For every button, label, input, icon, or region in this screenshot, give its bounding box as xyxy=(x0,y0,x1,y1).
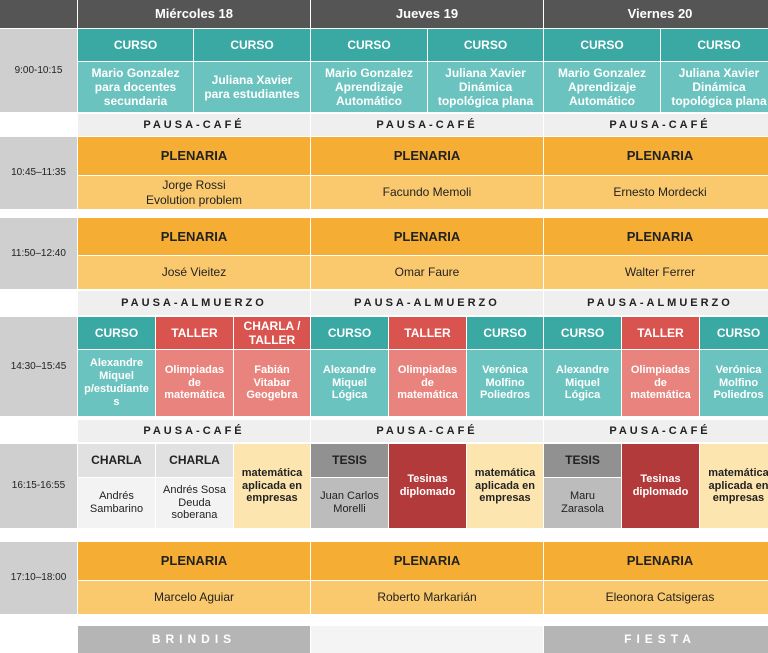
pause-cafe: PAUSA-CAFÉ xyxy=(311,420,543,442)
day-header-wednesday: Miércoles 18 xyxy=(78,0,310,28)
pause-cafe: PAUSA-CAFÉ xyxy=(544,114,768,136)
session-tag: CHARLA xyxy=(78,444,155,477)
session-tag: CURSO xyxy=(311,317,388,349)
session-tag: TALLER xyxy=(389,317,466,349)
plenaria-tag: PLENARIA xyxy=(311,218,543,255)
pause-almuerzo: PAUSA-ALMUERZO xyxy=(311,291,543,315)
session-tag: TALLER xyxy=(156,317,233,349)
plenaria-tag: PLENARIA xyxy=(544,542,768,580)
session-tag: CURSO xyxy=(467,317,543,349)
session-tag: CHARLA xyxy=(156,444,233,477)
session-tag: TESIS xyxy=(544,444,621,477)
session-tag: CURSO xyxy=(700,317,768,349)
session-detail: Alexandre Miquel Lógica xyxy=(544,350,621,416)
time-slot-5: 16:15-16:55 xyxy=(0,444,77,528)
session-detail: Mario Gonzalez Aprendizaje Automático xyxy=(544,62,660,112)
pause-almuerzo: PAUSA-ALMUERZO xyxy=(78,291,310,315)
day-header-friday: Viernes 20 xyxy=(544,0,768,28)
plenaria-tag: PLENARIA xyxy=(78,137,310,175)
session-tag: CURSO xyxy=(428,29,543,61)
plenaria-speaker: José Vieitez xyxy=(78,256,310,289)
plenaria-speaker: Omar Faure xyxy=(311,256,543,289)
session-tag: CURSO xyxy=(78,29,193,61)
session-tag: CURSO xyxy=(78,317,155,349)
plenaria-speaker: Roberto Markarián xyxy=(311,581,543,614)
session-detail: Mario Gonzalez Aprendizaje Automático xyxy=(311,62,427,112)
session-detail: Olimpiadas de matemática xyxy=(622,350,699,416)
plenaria-tag: PLENARIA xyxy=(544,218,768,255)
session-merged: matemática aplicada en empresas xyxy=(467,444,543,528)
time-slot-6: 17:10–18:00 xyxy=(0,542,77,614)
closing-fiesta: FIESTA xyxy=(544,626,768,653)
plenaria-tag: PLENARIA xyxy=(78,218,310,255)
session-detail: Maru Zarasola xyxy=(544,478,621,528)
pause-cafe: PAUSA-CAFÉ xyxy=(311,114,543,136)
session-detail: Andrés Sambarino xyxy=(78,478,155,528)
session-tag: TESIS xyxy=(311,444,388,477)
session-detail: Mario Gonzalez para docentes secundaria xyxy=(78,62,193,112)
session-tag: CURSO xyxy=(544,29,660,61)
session-detail: Verónica Molfino Poliedros xyxy=(467,350,543,416)
session-tag: CURSO xyxy=(311,29,427,61)
plenaria-speaker: Ernesto Mordecki xyxy=(544,176,768,209)
plenaria-speaker: Walter Ferrer xyxy=(544,256,768,289)
plenaria-tag: PLENARIA xyxy=(78,542,310,580)
session-tag: CURSO xyxy=(194,29,310,61)
session-tag: CURSO xyxy=(544,317,621,349)
session-merged: Tesinas diplomado xyxy=(622,444,699,528)
plenaria-speaker: Eleonora Catsigeras xyxy=(544,581,768,614)
session-tag: TALLER xyxy=(622,317,699,349)
session-tag: CHARLA / TALLER xyxy=(234,317,310,349)
pause-cafe: PAUSA-CAFÉ xyxy=(78,420,310,442)
corner-header xyxy=(0,0,77,28)
session-detail: Verónica Molfino Poliedros xyxy=(700,350,768,416)
session-merged: matemática aplicada en empresas xyxy=(234,444,310,528)
plenaria-tag: PLENARIA xyxy=(311,542,543,580)
time-slot-3: 11:50–12:40 xyxy=(0,218,77,289)
session-detail: Alexandre Miquel Lógica xyxy=(311,350,388,416)
session-detail: Olimpiadas de matemática xyxy=(156,350,233,416)
pause-cafe: PAUSA-CAFÉ xyxy=(544,420,768,442)
plenaria-tag: PLENARIA xyxy=(311,137,543,175)
session-tag: CURSO xyxy=(661,29,768,61)
time-slot-2: 10:45–11:35 xyxy=(0,137,77,209)
session-detail: Juan Carlos Morelli xyxy=(311,478,388,528)
pause-cafe: PAUSA-CAFÉ xyxy=(78,114,310,136)
session-merged: matemática aplicada en empresas xyxy=(700,444,768,528)
plenaria-speaker: Facundo Memoli xyxy=(311,176,543,209)
session-detail: Juliana Xavier Dinámica topológica plana xyxy=(661,62,768,112)
closing-brindis: BRINDIS xyxy=(78,626,310,653)
plenaria-tag: PLENARIA xyxy=(544,137,768,175)
session-detail: Fabián Vitabar Geogebra xyxy=(234,350,310,416)
session-detail: Juliana Xavier para estudiantes xyxy=(194,62,310,112)
session-detail: Alexandre Miquel p/estudiante s xyxy=(78,350,155,416)
session-merged: Tesinas diplomado xyxy=(389,444,466,528)
plenaria-speaker: Marcelo Aguiar xyxy=(78,581,310,614)
plenaria-speaker: Jorge Rossi Evolution problem xyxy=(78,176,310,209)
pause-almuerzo: PAUSA-ALMUERZO xyxy=(544,291,768,315)
time-slot-4: 14:30–15:45 xyxy=(0,317,77,416)
session-detail: Andrés Sosa Deuda soberana xyxy=(156,478,233,528)
session-detail: Juliana Xavier Dinámica topológica plana xyxy=(428,62,543,112)
closing-empty xyxy=(311,626,543,653)
time-slot-1: 9:00-10:15 xyxy=(0,29,77,112)
day-header-thursday: Jueves 19 xyxy=(311,0,543,28)
session-detail: Olimpiadas de matemática xyxy=(389,350,466,416)
